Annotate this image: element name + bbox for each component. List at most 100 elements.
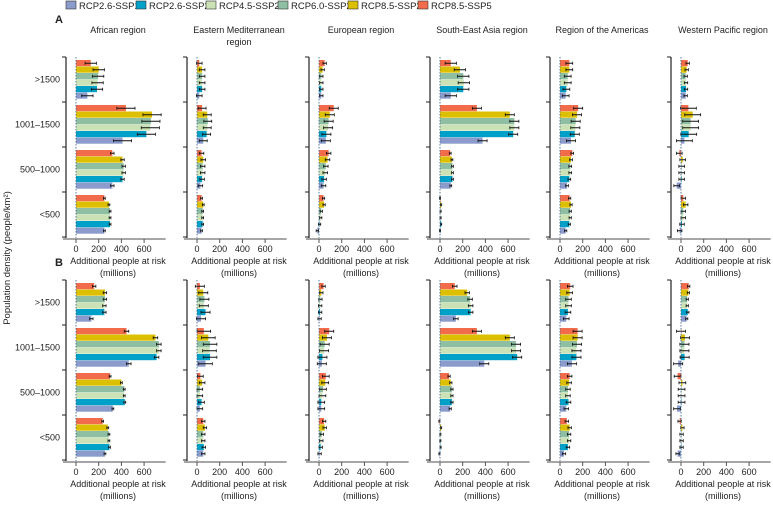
bar-rcp6.0-ssp2 <box>440 296 471 303</box>
region-panel: 0 200 400 600 Additional people at risk (mill… <box>183 279 287 501</box>
bar-rcp8.5-ssp5 <box>76 373 111 380</box>
x-tick-label: 600 <box>258 244 273 254</box>
legend-label: RCP8.5-SSP5 <box>431 1 492 12</box>
bar-rcp8.5-ssp5 <box>76 105 126 112</box>
bar-rcp2.6-ssp1 <box>440 405 451 412</box>
bar-rcp2.6-ssp1 <box>76 450 105 457</box>
bar-rcp8.5-ssp2 <box>560 66 570 73</box>
bar-rcp8.5-ssp5 <box>560 373 570 380</box>
bar-rcp8.5-ssp2 <box>197 111 208 118</box>
x-tick-label: 0 <box>678 467 683 477</box>
region-title: Eastern Mediterranean <box>193 25 285 35</box>
bar-rcp8.5-ssp5 <box>440 150 451 157</box>
x-tick-label: 400 <box>478 244 493 254</box>
bar-rcp6.0-ssp2 <box>681 73 686 80</box>
bar-rcp4.5-ssp2 <box>197 124 208 131</box>
bar-rcp4.5-ssp2 <box>440 302 471 309</box>
bar-rcp8.5-ssp5 <box>560 328 578 335</box>
bar-rcp8.5-ssp2 <box>560 379 570 386</box>
bar-rcp8.5-ssp5 <box>440 105 477 112</box>
legend-swatch <box>347 0 359 10</box>
x-tick-label: 400 <box>357 467 372 477</box>
bar-rcp4.5-ssp2 <box>440 392 452 399</box>
bar-rcp8.5-ssp2 <box>76 66 99 73</box>
x-axis-title: Additional people at risk <box>675 479 771 489</box>
bar-rcp8.5-ssp2 <box>76 334 156 341</box>
bar-rcp8.5-ssp2 <box>440 289 468 296</box>
bar-rcp8.5-ssp2 <box>560 289 570 296</box>
bar-rcp2.6-ssp2 <box>76 354 157 361</box>
x-tick-label: 400 <box>357 244 372 254</box>
bar-rcp8.5-ssp2 <box>319 111 330 118</box>
bar-rcp4.5-ssp2 <box>560 79 568 86</box>
bar-rcp2.6-ssp2 <box>76 131 147 138</box>
bar-rcp6.0-ssp2 <box>560 163 571 170</box>
panel-label: A <box>55 14 63 26</box>
region-panel: European region 0 200 400 600 Additional peop… <box>305 25 409 278</box>
bar-rcp8.5-ssp5 <box>197 418 204 425</box>
x-tick-label: 200 <box>575 244 590 254</box>
x-tick-label: 200 <box>91 467 106 477</box>
x-axis-title: Additional people at risk <box>675 256 771 266</box>
x-axis-title: Additional people at risk <box>434 479 530 489</box>
bar-rcp4.5-ssp2 <box>197 169 203 176</box>
bar-rcp8.5-ssp5 <box>560 418 567 425</box>
bar-rcp8.5-ssp5 <box>76 418 103 425</box>
bar-rcp8.5-ssp2 <box>681 66 687 73</box>
bar-rcp2.6-ssp2 <box>440 309 471 316</box>
x-tick-label: 600 <box>137 244 152 254</box>
bar-rcp2.6-ssp1 <box>560 137 572 144</box>
category-label: >1500 <box>35 298 60 308</box>
category-label: >1500 <box>35 75 60 85</box>
bar-rcp6.0-ssp2 <box>76 296 105 303</box>
legend-swatch <box>417 0 429 10</box>
region-panel: 0 200 400 600 Additional people at risk (mill… <box>62 279 166 501</box>
bar-rcp8.5-ssp5 <box>440 328 477 335</box>
category-label: <500 <box>40 433 60 443</box>
bar-rcp2.6-ssp2 <box>440 86 464 93</box>
bar-rcp8.5-ssp5 <box>560 105 579 112</box>
x-axis-title: Additional people at risk <box>554 256 650 266</box>
bar-rcp8.5-ssp2 <box>440 379 451 386</box>
category-label: 500–1000 <box>20 165 60 175</box>
bar-rcp8.5-ssp2 <box>319 201 325 208</box>
bar-rcp6.0-ssp2 <box>560 73 568 80</box>
bar-rcp4.5-ssp2 <box>560 302 569 309</box>
bar-rcp2.6-ssp1 <box>76 405 113 412</box>
bar-rcp2.6-ssp2 <box>681 86 686 93</box>
bar-rcp2.6-ssp1 <box>681 315 687 322</box>
x-tick-label: 0 <box>73 467 78 477</box>
bar-rcp2.6-ssp2 <box>560 444 568 451</box>
bar-rcp8.5-ssp2 <box>560 156 572 163</box>
region-panel: Region of the Americas 0 200 400 600 Addition… <box>546 25 650 278</box>
bar-rcp2.6-ssp1 <box>440 182 451 189</box>
bar-rcp8.5-ssp2 <box>197 424 205 431</box>
legend-label: RCP6.0-SSP2 <box>291 1 352 12</box>
x-tick-label: 600 <box>258 467 273 477</box>
category-label: 500–1000 <box>20 388 60 398</box>
x-tick-label: 600 <box>380 467 395 477</box>
region-title: African region <box>90 25 146 35</box>
bar-rcp6.0-ssp2 <box>197 208 203 215</box>
bar-rcp2.6-ssp2 <box>76 86 97 93</box>
bar-rcp2.6-ssp1 <box>560 405 567 412</box>
x-tick-label: 200 <box>455 467 470 477</box>
bar-rcp6.0-ssp2 <box>76 341 159 348</box>
bar-rcp6.0-ssp2 <box>440 386 452 393</box>
bar-rcp8.5-ssp5 <box>197 195 202 202</box>
x-tick-label: 0 <box>557 244 562 254</box>
bar-rcp2.6-ssp2 <box>681 309 688 316</box>
bar-rcp2.6-ssp1 <box>76 227 105 234</box>
x-axis-title: Additional people at risk <box>313 256 409 266</box>
bar-rcp2.6-ssp2 <box>76 399 125 406</box>
x-tick-label: 400 <box>114 244 129 254</box>
bar-rcp2.6-ssp1 <box>440 315 456 322</box>
bar-rcp6.0-ssp2 <box>440 163 453 170</box>
x-axis-title: Additional people at risk <box>70 256 166 266</box>
x-tick-label: 200 <box>575 467 590 477</box>
x-axis-title: (millions) <box>464 491 500 501</box>
bar-rcp2.6-ssp2 <box>197 444 204 451</box>
x-tick-label: 400 <box>719 467 734 477</box>
bar-rcp6.0-ssp2 <box>197 118 208 125</box>
bar-rcp6.0-ssp2 <box>76 208 111 215</box>
